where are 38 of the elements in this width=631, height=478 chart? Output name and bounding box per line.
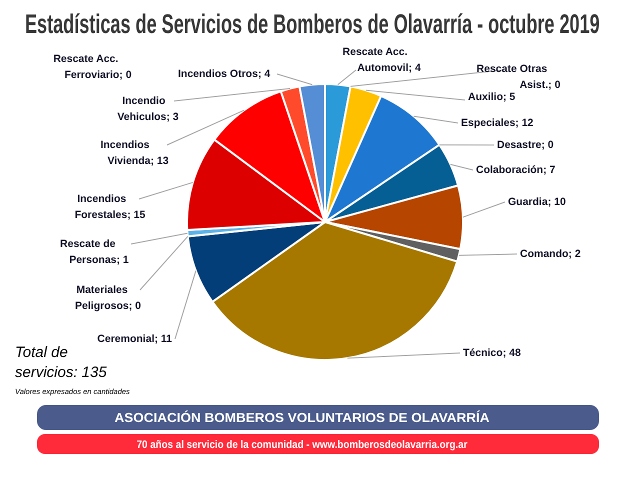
text: ASOCIACIÓN BOMBEROS VOLUNTARIOS DE OLAVARRÍA (114, 410, 490, 425)
data-label: ; 3 (166, 111, 179, 123)
category-label: Rescate Otras Asist. (476, 63, 548, 91)
slice-label: Guardia (508, 196, 548, 208)
slice-label: Ceremonial (97, 333, 155, 345)
data-label: ; 10 (548, 196, 566, 208)
data-label: ; 4 (258, 68, 270, 80)
data-label: ; 4 (408, 62, 421, 74)
category-label: Materiales Peligrosos (75, 284, 129, 312)
slice-label: Técnico (463, 347, 503, 359)
data-label: ; 12 (515, 117, 534, 129)
slice-label: Incendios Forestales (74, 193, 128, 221)
slice-label: Incendios Vivienda (100, 139, 151, 167)
data-label: ; 1 (116, 254, 129, 266)
slice-label: Incendio Vehiculos (117, 95, 167, 123)
slice-label: Auxilio (468, 91, 504, 103)
category-label: Rescate Acc. Ferroviario (53, 53, 120, 81)
data-label: ; 2 (568, 248, 581, 260)
category-label: Desastre (497, 139, 542, 151)
slice-label: Comando (520, 248, 568, 260)
slice-label: Incendios Otros (178, 68, 258, 80)
data-label: ; 7 (543, 164, 556, 176)
slice-label: Especiales (461, 117, 516, 129)
text: ; 0 (128, 300, 141, 312)
text: ; 0 (119, 69, 132, 81)
data-label: ; 48 (502, 347, 521, 359)
data-label: ; 15 (127, 209, 146, 221)
text: ; 0 (541, 139, 554, 151)
slice-label: Colaboración (476, 164, 544, 176)
data-label: ; 5 (503, 91, 516, 103)
text: ; 0 (548, 79, 560, 91)
text: Total de servicios: 135 (15, 344, 108, 381)
slice-label: Rescate Acc. Automovil (342, 46, 409, 74)
data-label: ; 11 (154, 333, 172, 345)
data-label: ; 13 (150, 155, 169, 167)
slice-label: Rescate de Personas (60, 238, 117, 266)
chart-title: Estadísticas de Servicios de Bomberos de Olavarría - octubre 2019 (25, 8, 600, 39)
text: 70 años al servicio de la comunidad - www.bomberosdeolavarria.org.ar (136, 440, 468, 452)
